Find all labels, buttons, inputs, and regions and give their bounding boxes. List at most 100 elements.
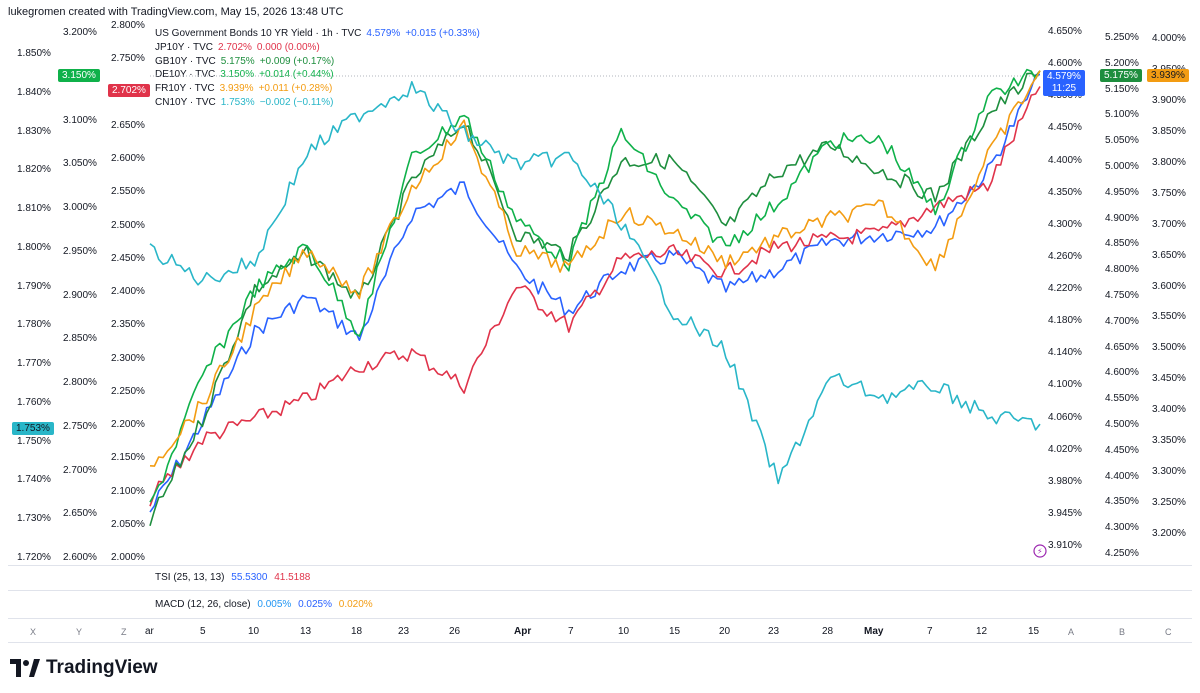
- legend-name: GB10Y · TVC: [155, 55, 216, 67]
- series-line-fr10y[interactable]: [149, 70, 1041, 467]
- tsi-indicator[interactable]: TSI (25, 13, 13) 55.5300 41.5188: [155, 572, 310, 583]
- legend-row-gb10y[interactable]: GB10Y · TVC 5.175% +0.009 (+0.17%): [155, 55, 480, 69]
- badge-de10y: 3.150%: [58, 69, 100, 82]
- legend-value: 2.702%: [218, 41, 252, 53]
- corner-b[interactable]: B: [1119, 627, 1126, 637]
- axis-tick-label: 1.830%: [17, 125, 51, 137]
- time-tick-label: 23: [768, 626, 780, 637]
- axis-tick-label: 4.600%: [1105, 367, 1139, 379]
- axis-tick-label: 2.150%: [111, 452, 145, 464]
- legend-row-fr10y[interactable]: FR10Y · TVC 3.939% +0.011 (+0.28%): [155, 82, 480, 96]
- series-line-gb10y[interactable]: [149, 70, 1041, 527]
- axis-tick-label: 4.260%: [1048, 250, 1082, 262]
- brand-name: TradingView: [46, 657, 158, 678]
- axis-tick-label: 3.980%: [1048, 475, 1082, 487]
- axis-tick-label: 4.450%: [1105, 444, 1139, 456]
- tsi-label: TSI (25, 13, 13): [155, 572, 225, 583]
- badge-cn10y: 1.753%: [12, 422, 54, 435]
- time-tick-label: 13: [300, 626, 312, 637]
- series-line-de10y[interactable]: [149, 68, 1041, 503]
- corner-z[interactable]: Z: [121, 627, 127, 637]
- corner-y[interactable]: Y: [76, 627, 83, 637]
- legend-value: 1.753%: [220, 96, 255, 108]
- series-line-us10y[interactable]: [149, 73, 1041, 513]
- axis-tick-label: 2.750%: [111, 53, 145, 65]
- legend-row-jp10y[interactable]: JP10Y · TVC 2.702% 0.000 (0.00%): [155, 41, 480, 55]
- legend-change: +0.011 (+0.28%): [258, 83, 333, 95]
- series-line-cn10y[interactable]: [149, 81, 1041, 485]
- axis-tick-label: 3.945%: [1048, 507, 1082, 519]
- axis-tick-label: 1.740%: [17, 474, 51, 486]
- axis-tick-label: 4.020%: [1048, 443, 1082, 455]
- axis-tick-label: 2.900%: [63, 289, 97, 301]
- macd-value-1: 0.005%: [257, 599, 292, 610]
- axis-tick-label: 1.750%: [17, 435, 51, 447]
- axis-tick-label: 1.760%: [17, 396, 51, 408]
- axis-tick-label: 2.300%: [111, 352, 145, 364]
- series-line-jp10y[interactable]: [149, 86, 1041, 507]
- axis-tick-label: 2.800%: [63, 377, 97, 388]
- axis-tick-label: 3.910%: [1048, 540, 1082, 551]
- axis-tick-label: 2.600%: [63, 552, 97, 563]
- axis-tick-label: 4.900%: [1105, 212, 1139, 224]
- alert-marker-icon[interactable]: [1033, 544, 1047, 558]
- tradingview-logo-icon: [10, 659, 40, 677]
- badge-us10y: 4.579% 11:25: [1043, 70, 1085, 96]
- time-tick-label: 18: [351, 626, 363, 637]
- axis-tick-label: 4.220%: [1048, 283, 1082, 294]
- axis-tick-label: 4.750%: [1105, 290, 1139, 301]
- axis-tick-label: 3.850%: [1152, 125, 1186, 137]
- axis-tick-label: 5.150%: [1105, 83, 1139, 95]
- time-tick-label: Apr: [514, 626, 532, 637]
- axis-tick-label: 2.200%: [111, 419, 145, 430]
- badge-fr10y: 3.939%: [1147, 69, 1189, 82]
- axis-tick-label: 4.400%: [1048, 154, 1082, 166]
- axis-tick-label: 5.200%: [1105, 57, 1139, 69]
- legend-row-cn10y[interactable]: CN10Y · TVC 1.753% −0.002 (−0.11%): [155, 96, 480, 110]
- legend-change: −0.002 (−0.11%): [259, 96, 334, 108]
- badge-us10y-time: 11:25: [1051, 83, 1077, 94]
- axis-tick-label: 4.000%: [1152, 33, 1186, 44]
- panel-divider: [8, 590, 1192, 591]
- axis-tick-label: 4.650%: [1105, 341, 1139, 353]
- axis-tick-label: 2.650%: [111, 119, 145, 131]
- axis-tick-label: 1.720%: [17, 552, 51, 563]
- axis-tick-label: 1.730%: [17, 513, 51, 525]
- axis-tick-label: 4.800%: [1105, 264, 1139, 276]
- tradingview-logo[interactable]: TradingView: [10, 657, 158, 679]
- legend-name: FR10Y · TVC: [155, 83, 215, 95]
- corner-x[interactable]: X: [30, 627, 37, 637]
- tsi-value-2: 41.5188: [274, 572, 311, 583]
- corner-a[interactable]: A: [1068, 627, 1075, 637]
- badge-gb10y: 5.175%: [1100, 69, 1142, 82]
- axis-tick-label: 3.000%: [63, 202, 97, 213]
- legend-value: 3.150%: [220, 69, 255, 81]
- legend-name: US Government Bonds 10 YR Yield · 1h · T…: [155, 28, 362, 39]
- axis-tick-label: 2.400%: [111, 286, 145, 297]
- time-tick-label: 15: [669, 626, 681, 637]
- macd-indicator[interactable]: MACD (12, 26, close) 0.005% 0.025% 0.020…: [155, 599, 373, 610]
- legend-row-us10y[interactable]: US Government Bonds 10 YR Yield · 1h · T…: [155, 27, 480, 41]
- time-tick-label: 15: [1028, 626, 1040, 637]
- badge-us10y-value: 4.579%: [1047, 71, 1081, 82]
- legend: US Government Bonds 10 YR Yield · 1h · T…: [155, 27, 480, 110]
- tsi-value-1: 55.5300: [231, 572, 268, 583]
- axis-tick-label: 3.300%: [1152, 466, 1186, 478]
- time-tick-label: 26: [449, 626, 461, 637]
- axis-tick-label: 4.300%: [1048, 218, 1082, 230]
- axis-tick-label: 3.550%: [1152, 311, 1186, 323]
- axis-tick-label: 2.350%: [111, 319, 145, 331]
- axis-tick-label: 4.450%: [1048, 122, 1082, 134]
- corner-c[interactable]: C: [1165, 627, 1172, 637]
- badge-jp10y: 2.702%: [108, 84, 150, 97]
- series-layer: [149, 68, 1041, 527]
- legend-row-de10y[interactable]: DE10Y · TVC 3.150% +0.014 (+0.44%): [155, 68, 480, 82]
- axis-tick-label: 2.100%: [111, 485, 145, 497]
- axis-tick-label: 4.950%: [1105, 186, 1139, 198]
- axis-tick-label: 4.400%: [1105, 470, 1139, 482]
- axis-tick-label: 1.840%: [17, 86, 51, 98]
- axis-tick-label: 5.100%: [1105, 109, 1139, 121]
- time-tick-label: 23: [398, 626, 410, 637]
- legend-value: 3.939%: [219, 83, 254, 95]
